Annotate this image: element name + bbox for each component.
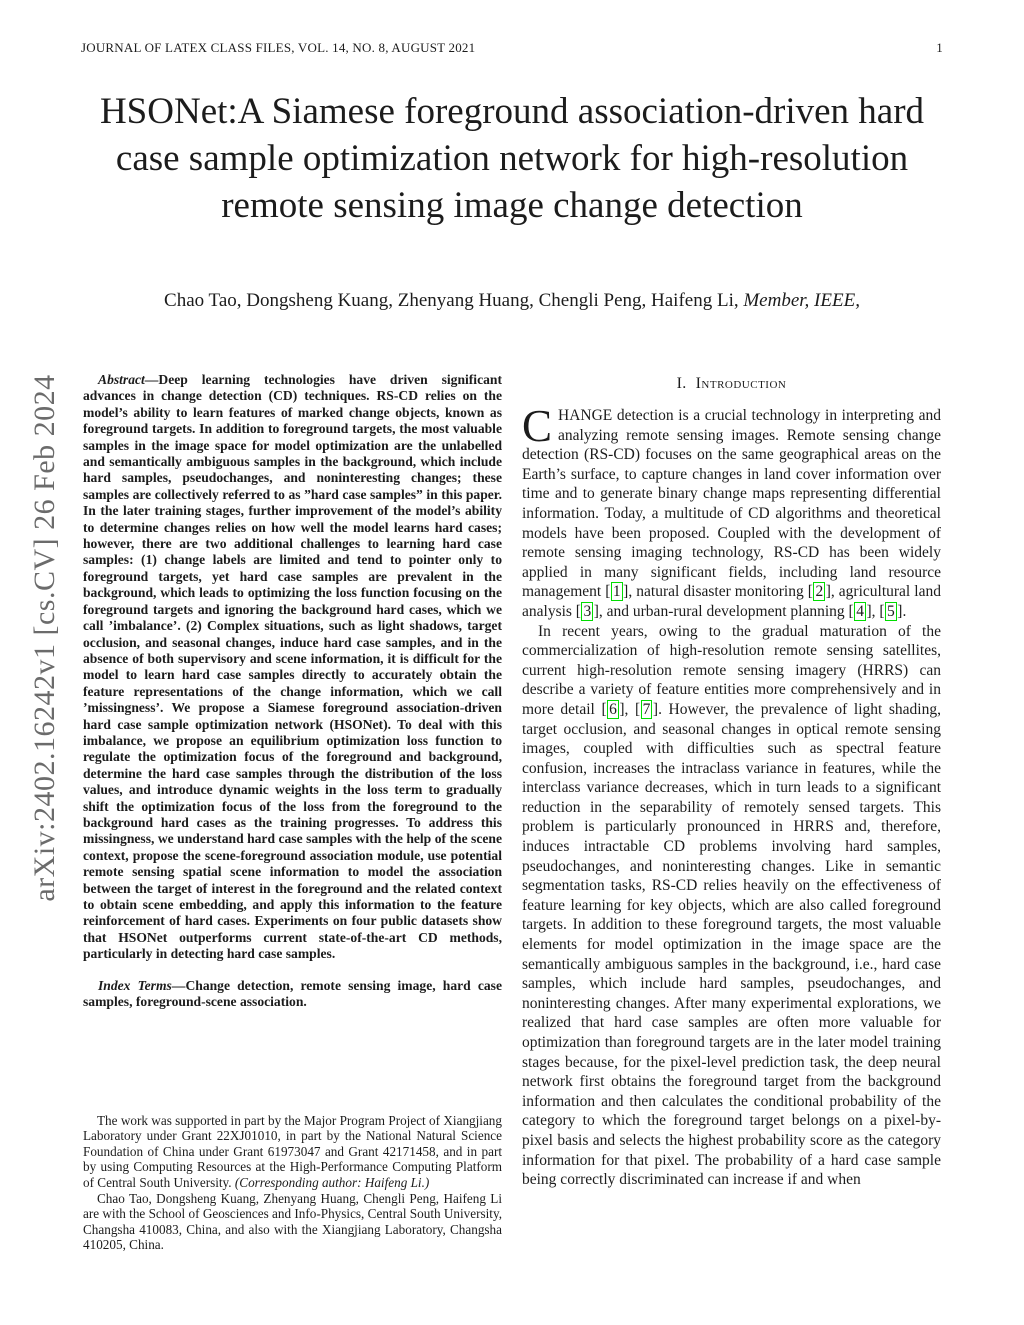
index-terms-text: Change detection, remote sensing image, …: [83, 977, 502, 1010]
text-segment: ].: [897, 602, 907, 620]
text-segment: ], [: [619, 700, 641, 718]
abstract-paragraph: Abstract—Deep learning technologies have…: [83, 372, 502, 963]
text-segment: ], natural disaster monitoring [: [623, 583, 813, 601]
citation-link[interactable]: 7: [640, 699, 653, 719]
text-segment: ], and urban-rural development planning …: [593, 602, 854, 620]
text-segment: ], [: [866, 602, 885, 620]
left-column: Abstract—Deep learning technologies have…: [83, 372, 502, 1253]
footnote-affiliation: Chao Tao, Dongsheng Kuang, Zhenyang Huan…: [83, 1190, 502, 1253]
footnote-block: The work was supported in part by the Ma…: [83, 1113, 502, 1253]
citation-link[interactable]: 6: [607, 699, 619, 719]
abstract-block: Abstract—Deep learning technologies have…: [83, 372, 502, 1010]
page-number: 1: [936, 40, 943, 55]
journal-header-text: JOURNAL OF LATEX CLASS FILES, VOL. 14, N…: [81, 40, 476, 55]
abstract-label: Abstract—: [98, 372, 159, 387]
section-number: I.: [676, 375, 687, 392]
dropcap-letter: C: [522, 401, 553, 451]
intro-paragraph-2: In recent years, owing to the gradual ma…: [522, 622, 941, 1190]
index-terms-label: Index Terms—: [98, 977, 186, 993]
text-segment: HANGE detection is a crucial technology …: [522, 407, 941, 601]
author-names: Chao Tao, Dongsheng Kuang, Zhenyang Huan…: [164, 290, 739, 311]
index-terms-paragraph: Index Terms—Change detection, remote sen…: [83, 978, 502, 1011]
text-segment: The work was supported in part by the Ma…: [83, 1112, 502, 1191]
abstract-text: Deep learning technologies have driven s…: [83, 372, 502, 962]
text-segment: ], agricultural land analysis [: [522, 583, 941, 620]
running-header: JOURNAL OF LATEX CLASS FILES, VOL. 14, N…: [81, 40, 943, 56]
text-segment: ]. However, the prevalence of light shad…: [522, 700, 941, 1189]
footnote-funding: The work was supported in part by the Ma…: [83, 1113, 502, 1191]
citation-link[interactable]: 2: [813, 582, 826, 602]
right-column: I. Introduction C HANGE detection is a cru…: [522, 372, 941, 1253]
authors-line: Chao Tao, Dongsheng Kuang, Zhenyang Huan…: [0, 290, 1024, 312]
section-heading-introduction: I. Introduction: [522, 375, 941, 393]
intro-paragraph-1: C HANGE detection is a crucial technology…: [522, 401, 941, 622]
text-segment: In recent years, owing to the gradual ma…: [522, 622, 941, 718]
paper-title: HSONet:A Siamese foreground association-…: [99, 91, 925, 226]
citation-link[interactable]: 1: [610, 582, 623, 602]
citation-link[interactable]: 5: [885, 601, 897, 621]
author-membership: Member, IEEE,: [738, 290, 860, 311]
citation-link[interactable]: 3: [581, 601, 594, 621]
section-title: Introduction: [695, 375, 787, 392]
two-column-body: Abstract—Deep learning technologies have…: [83, 372, 941, 1253]
arxiv-stamp: arXiv:2402.16242v1 [cs.CV] 26 Feb 2024: [28, 374, 61, 902]
citation-link[interactable]: 4: [854, 601, 866, 621]
corresponding-author-note: (Corresponding author: Haifeng Li.): [234, 1175, 430, 1191]
